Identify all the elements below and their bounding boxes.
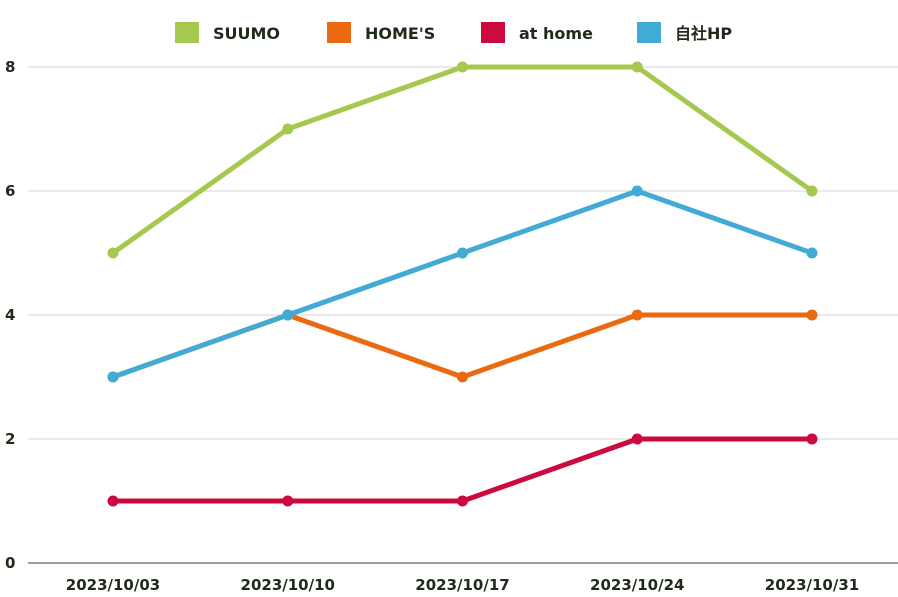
legend-swatch (327, 22, 351, 43)
legend-swatch (481, 22, 505, 43)
y-axis-ticks: 0 2 4 6 8 (5, 58, 15, 572)
data-point (631, 185, 643, 197)
y-tick-label: 0 (5, 554, 15, 572)
legend-label: 自社HP (675, 24, 732, 43)
data-point (457, 61, 468, 73)
y-tick-label: 6 (5, 182, 15, 200)
legend-label: SUUMO (213, 24, 280, 43)
data-point (282, 309, 294, 321)
series-line (110, 64, 815, 256)
data-point (457, 495, 468, 507)
series-line (110, 436, 815, 504)
data-point (631, 433, 643, 445)
series-line (110, 312, 815, 380)
data-point (282, 495, 294, 507)
data-point (457, 371, 468, 383)
data-point (631, 309, 643, 321)
data-point (806, 185, 818, 197)
y-tick-label: 4 (5, 306, 15, 324)
series-lines (110, 64, 815, 504)
legend-swatch (637, 22, 661, 43)
x-tick-label: 2023/10/03 (66, 576, 160, 594)
x-tick-label: 2023/10/17 (415, 576, 509, 594)
data-point (282, 123, 294, 135)
data-point (107, 371, 119, 383)
x-axis-ticks: 2023/10/03 2023/10/10 2023/10/17 2023/10/24… (66, 576, 859, 594)
data-point (806, 247, 818, 259)
y-tick-label: 2 (5, 430, 15, 448)
data-point (806, 309, 818, 321)
data-point (631, 61, 643, 73)
x-tick-label: 2023/10/24 (590, 576, 684, 594)
legend: SUUMO HOME'S at home 自社HP (175, 22, 732, 43)
y-tick-label: 8 (5, 58, 15, 76)
data-point (457, 247, 468, 259)
data-point (806, 433, 818, 445)
data-point (107, 495, 119, 507)
series-points (107, 61, 818, 507)
series-line (110, 188, 815, 380)
x-tick-label: 2023/10/10 (241, 576, 335, 594)
legend-label: at home (519, 24, 593, 43)
data-point (107, 247, 119, 259)
legend-swatch (175, 22, 199, 43)
legend-label: HOME'S (365, 24, 435, 43)
x-tick-label: 2023/10/31 (765, 576, 859, 594)
